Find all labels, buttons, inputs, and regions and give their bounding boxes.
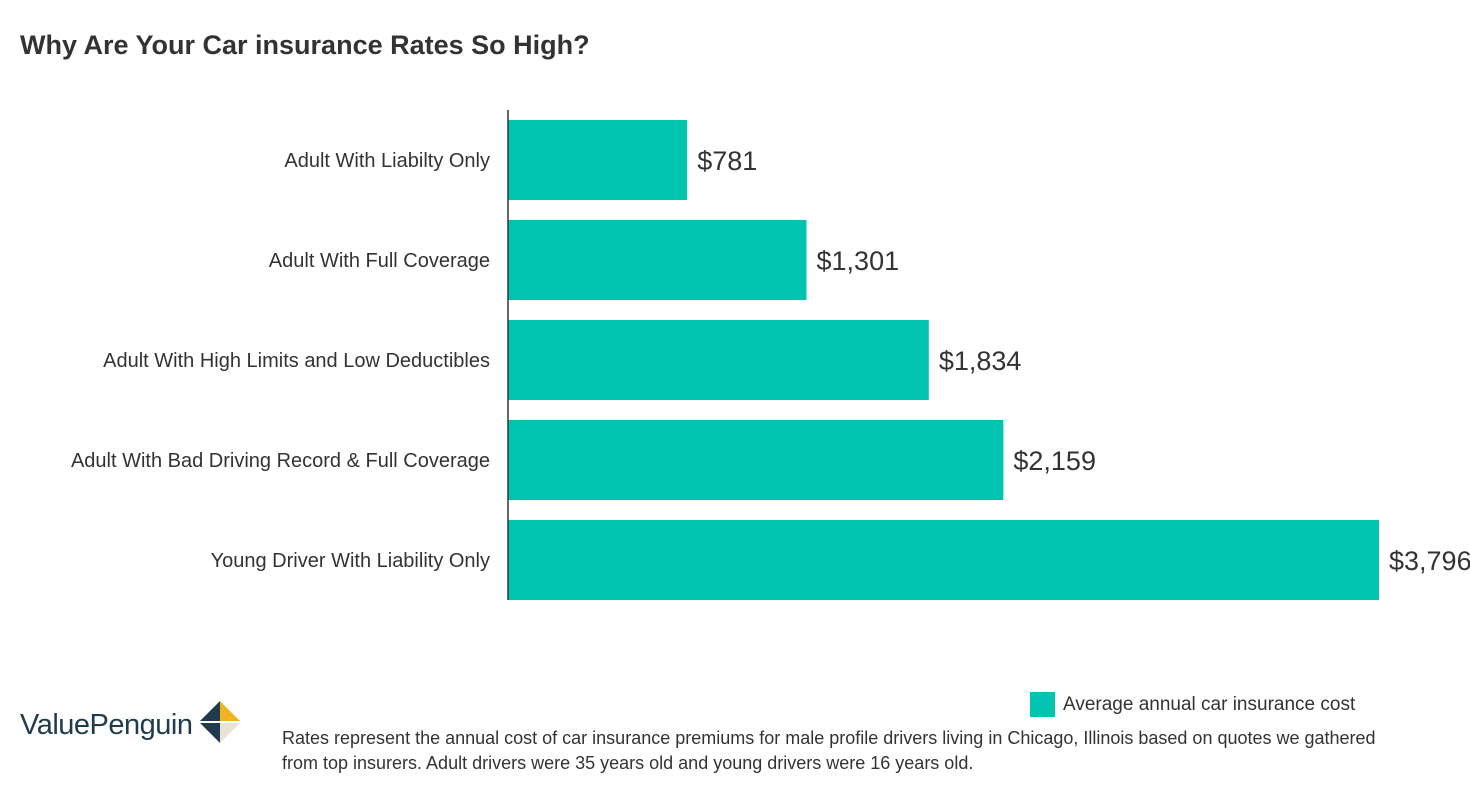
legend: Average annual car insurance cost [1030,692,1355,717]
legend-swatch [1030,692,1055,717]
footnote: Rates represent the annual cost of car i… [282,728,1376,773]
bar-3 [508,420,1004,500]
category-label-0: Adult With Liabilty Only [284,150,490,172]
penguin-logo-icon [200,701,241,743]
category-label-3: Adult With Bad Driving Record & Full Cov… [71,450,490,472]
bar-4 [508,520,1379,600]
bar-1 [508,220,807,300]
category-label-4: Young Driver With Liability Only [211,550,490,572]
value-label-0: $781 [697,146,757,176]
category-label-2: Adult With High Limits and Low Deductibl… [103,350,490,372]
value-label-2: $1,834 [939,346,1022,376]
legend-label: Average annual car insurance cost [1063,693,1356,715]
value-label-3: $2,159 [1013,446,1096,476]
bar-0 [508,120,688,200]
valuepenguin-logo: ValuePenguin [20,701,241,745]
logo-text: ValuePenguin [20,708,193,741]
bar-2 [508,320,929,400]
category-label-1: Adult With Full Coverage [269,250,490,272]
chart-title: Why Are Your Car insurance Rates So High… [20,30,590,60]
value-label-4: $3,796 [1389,546,1470,576]
value-label-1: $1,301 [817,246,900,276]
bar-chart: Adult With Liabilty Only $781 Adult With F… [71,110,1470,600]
